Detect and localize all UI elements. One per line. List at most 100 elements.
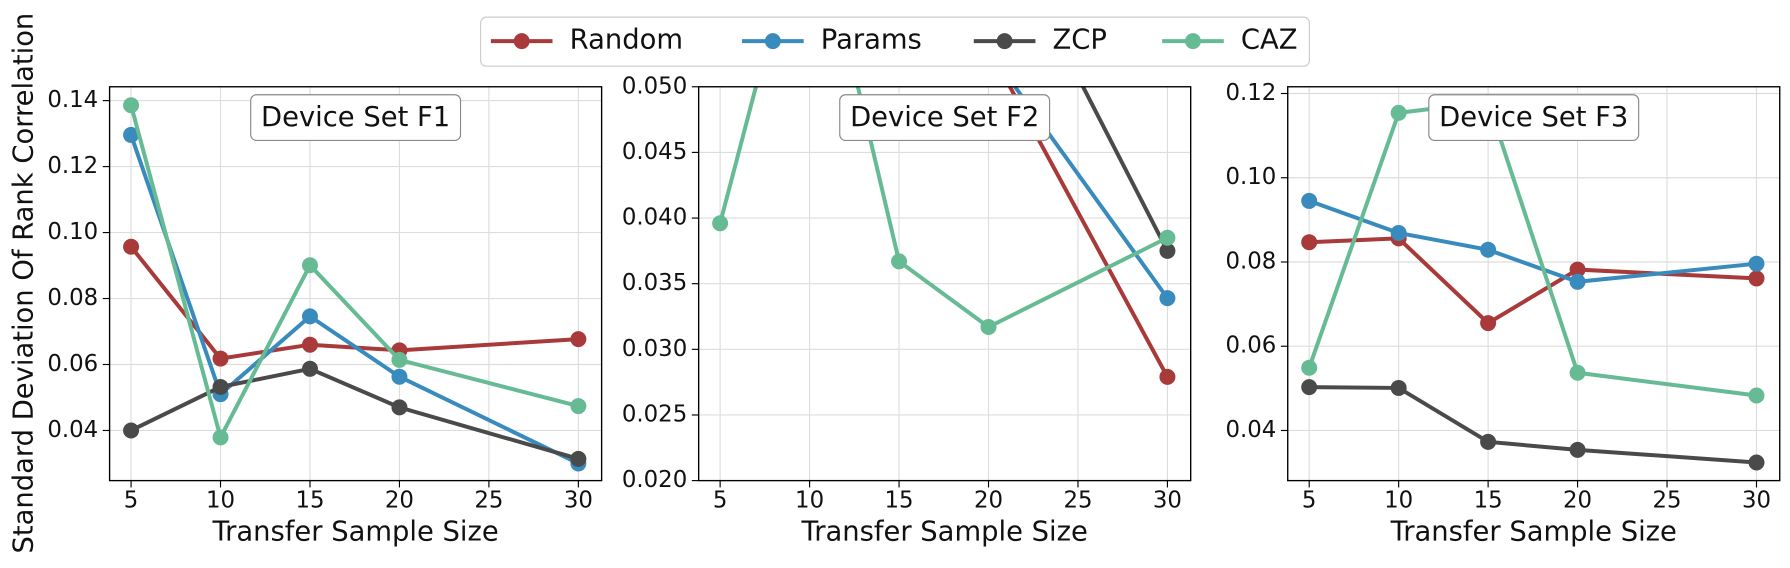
legend-label: ZCP bbox=[1053, 25, 1107, 56]
marker bbox=[301, 257, 318, 274]
marker bbox=[123, 97, 140, 114]
x-axis-label: Transfer Sample Size bbox=[211, 517, 498, 548]
title-box bbox=[250, 94, 462, 141]
y-tick-label: 0.04 bbox=[1225, 417, 1276, 443]
y-tick-label: 0.050 bbox=[622, 73, 687, 99]
marker bbox=[212, 378, 229, 395]
x-tick-label: 25 bbox=[1063, 488, 1092, 514]
marker bbox=[1390, 224, 1407, 241]
marker bbox=[391, 399, 408, 416]
marker bbox=[1301, 192, 1318, 209]
legend-label: Random bbox=[570, 25, 683, 56]
x-tick-label: 10 bbox=[795, 488, 824, 514]
marker bbox=[1748, 454, 1765, 471]
marker bbox=[1301, 359, 1318, 376]
panel: 0.04 0.06 0.08 0.10 0.12 0.14 5 10 15 20 25 30 Trans… bbox=[47, 86, 603, 548]
marker bbox=[1480, 315, 1497, 332]
marker bbox=[1569, 441, 1586, 458]
marker bbox=[391, 368, 408, 385]
y-tick-label: 0.10 bbox=[1225, 164, 1276, 190]
marker bbox=[570, 398, 587, 415]
marker bbox=[1569, 364, 1586, 381]
legend-marker bbox=[764, 33, 781, 50]
x-tick-label: 5 bbox=[1302, 488, 1317, 514]
series-line bbox=[1309, 385, 1757, 465]
legend-label: CAZ bbox=[1241, 25, 1298, 56]
marker bbox=[1748, 387, 1765, 404]
y-tick-label: 0.06 bbox=[1225, 333, 1276, 359]
x-axis-label: Transfer Sample Size bbox=[1390, 517, 1677, 548]
x-tick-label: 15 bbox=[1474, 488, 1503, 514]
marker bbox=[301, 360, 318, 377]
marker bbox=[1748, 255, 1765, 272]
y-tick-label: 0.020 bbox=[622, 467, 687, 493]
canvas: Standard Deviation Of Rank Correlation 0… bbox=[9, 13, 1781, 554]
panel: 0.020 0.025 0.030 0.035 0.040 0.045 0.050 5 10 15… bbox=[622, 73, 1192, 548]
marker bbox=[123, 126, 140, 143]
y-tick-label: 0.035 bbox=[622, 270, 687, 296]
title-box bbox=[839, 94, 1051, 141]
y-tick-label: 0.10 bbox=[47, 219, 98, 245]
marker bbox=[570, 331, 587, 348]
plot-area bbox=[1301, 93, 1765, 471]
marker bbox=[1301, 379, 1318, 396]
marker bbox=[1480, 241, 1497, 258]
y-tick-label: 0.045 bbox=[622, 139, 687, 165]
x-tick-label: 30 bbox=[1742, 488, 1771, 514]
series-line bbox=[1307, 99, 1757, 398]
x-tick-label: 15 bbox=[885, 488, 914, 514]
marker bbox=[1159, 229, 1176, 246]
legend-marker bbox=[1184, 33, 1201, 50]
marker bbox=[301, 308, 318, 325]
x-tick-label: 15 bbox=[295, 488, 324, 514]
x-axis-label: Transfer Sample Size bbox=[801, 517, 1088, 548]
marker bbox=[980, 319, 997, 336]
panel-title: Device Set F1 bbox=[261, 102, 450, 133]
marker bbox=[1748, 270, 1765, 287]
plot-frame bbox=[1287, 86, 1781, 482]
marker bbox=[1159, 290, 1176, 307]
marker bbox=[301, 336, 318, 353]
y-tick-label: 0.06 bbox=[47, 351, 98, 377]
marker bbox=[391, 351, 408, 368]
marker bbox=[1301, 234, 1318, 251]
y-tick-label: 0.030 bbox=[622, 336, 687, 362]
y-tick-label: 0.12 bbox=[1225, 80, 1276, 106]
y-tick-label: 0.025 bbox=[622, 401, 687, 427]
marker bbox=[712, 215, 729, 232]
legend-marker bbox=[513, 33, 530, 50]
title-box bbox=[1428, 94, 1640, 141]
x-tick-label: 25 bbox=[474, 488, 503, 514]
marker bbox=[1569, 261, 1586, 278]
plot-area bbox=[123, 97, 587, 472]
series-line bbox=[129, 134, 580, 466]
x-tick-label: 20 bbox=[974, 488, 1003, 514]
x-tick-label: 5 bbox=[713, 488, 728, 514]
x-tick-label: 25 bbox=[1653, 488, 1682, 514]
marker bbox=[1480, 433, 1497, 450]
marker bbox=[123, 422, 140, 439]
y-tick-label: 0.12 bbox=[47, 153, 98, 179]
x-tick-label: 10 bbox=[206, 488, 235, 514]
y-tick-label: 0.08 bbox=[47, 285, 98, 311]
x-tick-label: 20 bbox=[1563, 488, 1592, 514]
y-tick-label: 0.04 bbox=[47, 417, 98, 443]
marker bbox=[1569, 273, 1586, 290]
x-tick-label: 10 bbox=[1384, 488, 1413, 514]
plot-frame bbox=[697, 86, 1192, 482]
y-tick-label: 0.040 bbox=[622, 205, 687, 231]
y-tick-label: 0.08 bbox=[1225, 248, 1276, 274]
marker bbox=[123, 238, 140, 255]
marker bbox=[1159, 368, 1176, 385]
marker bbox=[212, 350, 229, 367]
y-axis-label: Standard Deviation Of Rank Correlation bbox=[9, 13, 40, 554]
marker bbox=[570, 450, 587, 467]
series-line bbox=[1309, 236, 1757, 326]
legend-label: Params bbox=[821, 25, 922, 56]
x-tick-label: 5 bbox=[124, 488, 139, 514]
marker bbox=[1390, 379, 1407, 396]
x-tick-label: 30 bbox=[564, 488, 593, 514]
panel-title: Device Set F3 bbox=[1439, 102, 1628, 133]
series-line bbox=[129, 245, 579, 361]
marker bbox=[1159, 242, 1176, 259]
